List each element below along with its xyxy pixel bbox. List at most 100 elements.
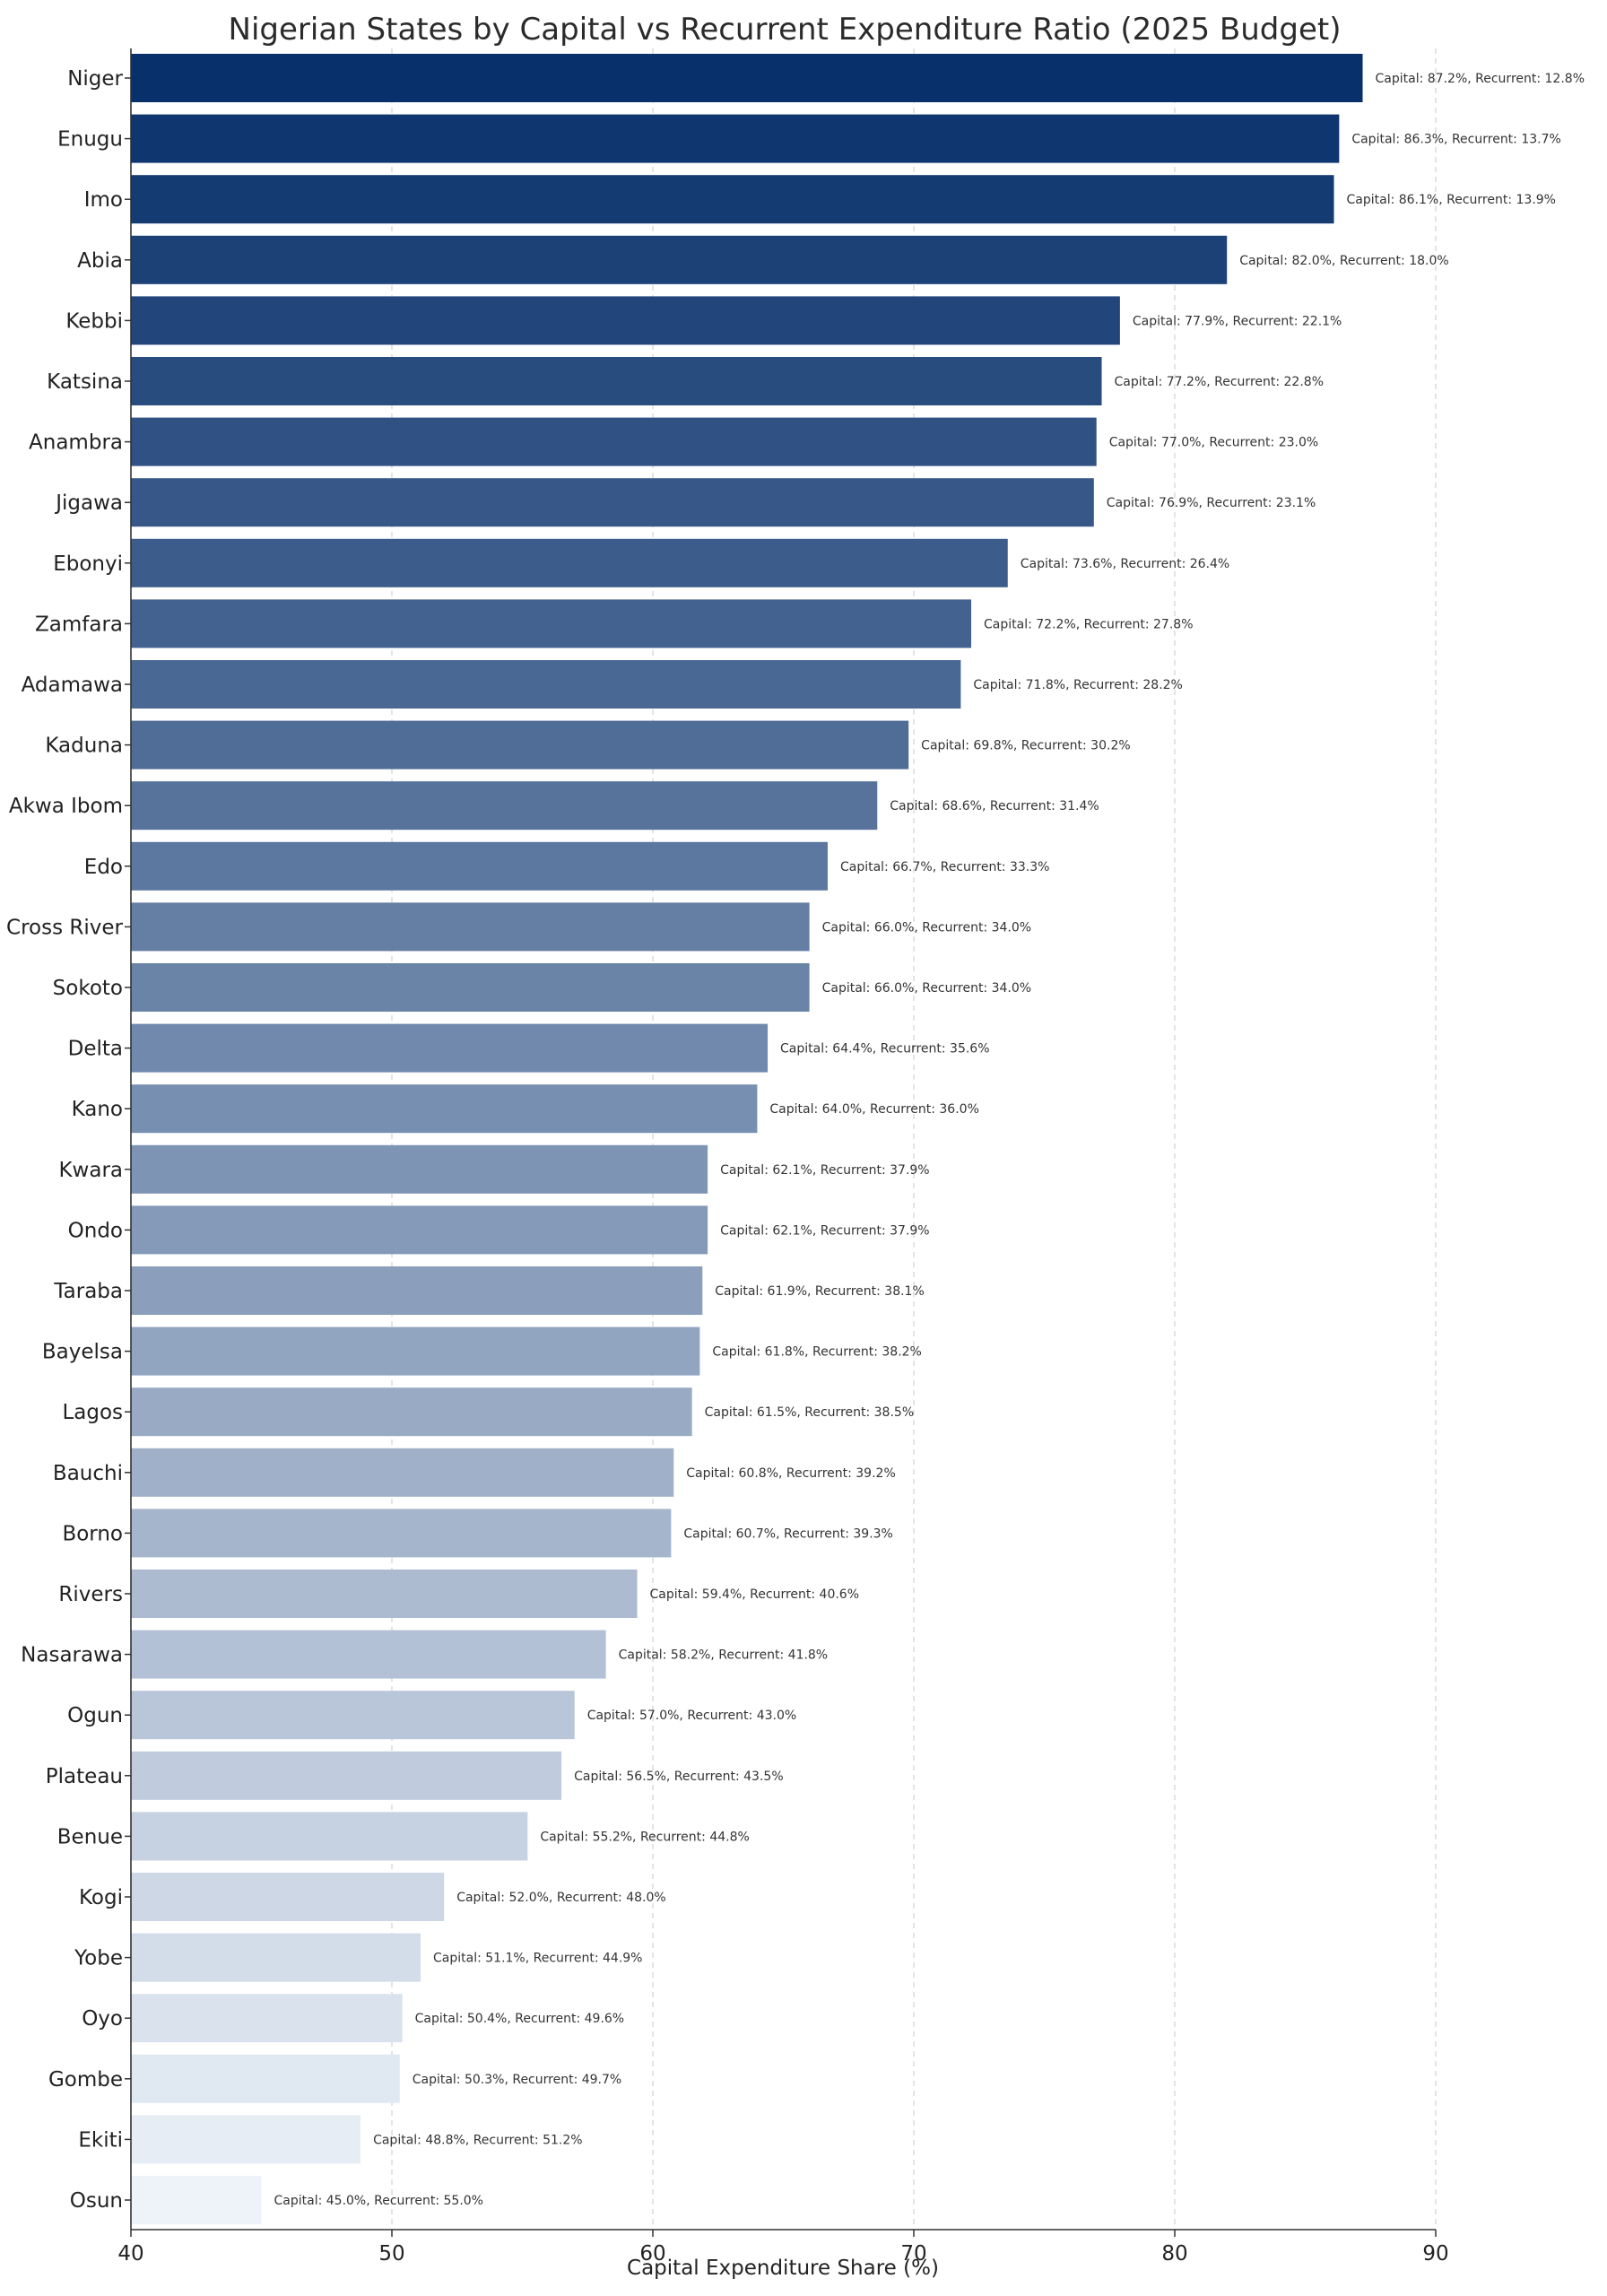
bar xyxy=(131,1994,403,2043)
data-label: Capital: 62.1%, Recurrent: 37.9% xyxy=(720,1163,930,1178)
data-label: Capital: 60.8%, Recurrent: 39.2% xyxy=(686,1466,896,1481)
data-label: Capital: 86.1%, Recurrent: 13.9% xyxy=(1347,193,1557,207)
category-label: Delta xyxy=(68,1038,123,1061)
category-label: Ogun xyxy=(67,1704,123,1727)
data-label: Capital: 45.0%, Recurrent: 55.0% xyxy=(274,2194,484,2208)
data-label: Capital: 48.8%, Recurrent: 51.2% xyxy=(373,2133,582,2147)
category-label: Sokoto xyxy=(53,977,123,1000)
bar xyxy=(131,1266,703,1315)
data-label: Capital: 56.5%, Recurrent: 43.5% xyxy=(574,1770,784,1784)
category-label: Enugu xyxy=(57,128,123,152)
category-label: Nasarawa xyxy=(21,1644,123,1667)
data-label: Capital: 77.0%, Recurrent: 23.0% xyxy=(1109,436,1319,450)
data-label: Capital: 86.3%, Recurrent: 13.7% xyxy=(1351,133,1561,147)
category-label: Katsina xyxy=(47,370,123,394)
bars xyxy=(131,54,1363,2224)
data-label: Capital: 77.2%, Recurrent: 22.8% xyxy=(1115,375,1325,389)
x-tick-label: 60 xyxy=(639,2242,665,2266)
bar xyxy=(131,1812,528,1861)
bar xyxy=(131,1144,708,1194)
category-label: Kogi xyxy=(79,1886,123,1909)
bar xyxy=(131,2054,400,2103)
bar xyxy=(131,417,1097,466)
data-label: Capital: 72.2%, Recurrent: 27.8% xyxy=(984,617,1194,631)
data-label: Capital: 66.0%, Recurrent: 34.0% xyxy=(822,920,1032,935)
data-label: Capital: 73.6%, Recurrent: 26.4% xyxy=(1021,557,1230,571)
data-label: Capital: 69.8%, Recurrent: 30.2% xyxy=(921,739,1131,753)
bar xyxy=(131,1387,692,1437)
bar xyxy=(131,1448,674,1497)
x-tick-label: 90 xyxy=(1422,2242,1448,2266)
category-label: Abia xyxy=(77,249,123,273)
category-label: Ekiti xyxy=(78,2128,123,2152)
x-tick-label: 70 xyxy=(900,2242,926,2266)
bar xyxy=(131,175,1334,224)
bar xyxy=(131,720,909,770)
category-label: Taraba xyxy=(53,1280,123,1303)
data-label: Capital: 76.9%, Recurrent: 23.1% xyxy=(1107,496,1316,510)
category-label: Jigawa xyxy=(54,491,123,515)
data-label: Capital: 87.2%, Recurrent: 12.8% xyxy=(1376,72,1585,86)
bar xyxy=(131,1570,638,1618)
bar xyxy=(131,902,810,952)
category-label: Borno xyxy=(62,1522,123,1545)
x-axis-label: Capital Expenditure Share (%) xyxy=(627,2257,939,2280)
x-tick-label: 50 xyxy=(378,2242,404,2266)
bar xyxy=(131,478,1094,527)
category-label: Adamawa xyxy=(22,674,123,697)
bar xyxy=(131,781,878,831)
bar xyxy=(131,2115,361,2164)
bar xyxy=(131,2176,262,2224)
bar xyxy=(131,114,1340,163)
data-labels: Capital: 87.2%, Recurrent: 12.8% Capital:… xyxy=(274,72,1585,2208)
category-label: Anambra xyxy=(29,431,123,455)
category-label: Gombe xyxy=(48,2068,123,2092)
data-label: Capital: 59.4%, Recurrent: 40.6% xyxy=(650,1587,860,1602)
bar xyxy=(131,1023,769,1073)
category-label: Kwara xyxy=(58,1159,123,1182)
bar xyxy=(131,1751,562,1800)
bar xyxy=(131,54,1363,102)
bar xyxy=(131,841,828,891)
data-label: Capital: 64.4%, Recurrent: 35.6% xyxy=(780,1042,990,1057)
bar xyxy=(131,963,810,1012)
bar xyxy=(131,1326,700,1376)
category-label: Yobe xyxy=(74,1947,123,1970)
bar xyxy=(131,1933,421,1982)
category-label: Bayelsa xyxy=(42,1341,123,1364)
category-label: Plateau xyxy=(46,1765,123,1788)
category-label: Kaduna xyxy=(45,735,123,758)
data-label: Capital: 57.0%, Recurrent: 43.0% xyxy=(587,1709,797,1723)
data-label: Capital: 71.8%, Recurrent: 28.2% xyxy=(973,678,1183,692)
data-label: Capital: 68.6%, Recurrent: 31.4% xyxy=(890,799,1099,813)
category-label: Akwa Ibom xyxy=(9,795,123,818)
x-ticks: 40 50 60 70 80 90 xyxy=(117,2230,1449,2266)
category-label: Cross River xyxy=(6,916,123,939)
category-label: Ebonyi xyxy=(53,552,123,576)
data-label: Capital: 62.1%, Recurrent: 37.9% xyxy=(720,1223,930,1238)
data-label: Capital: 77.9%, Recurrent: 22.1% xyxy=(1133,314,1342,328)
data-label: Capital: 66.0%, Recurrent: 34.0% xyxy=(822,981,1032,996)
data-label: Capital: 58.2%, Recurrent: 41.8% xyxy=(619,1648,829,1663)
bar xyxy=(131,660,961,709)
data-label: Capital: 50.4%, Recurrent: 49.6% xyxy=(415,2012,625,2026)
data-label: Capital: 66.7%, Recurrent: 33.3% xyxy=(840,860,1050,874)
data-label: Capital: 60.7%, Recurrent: 39.3% xyxy=(683,1526,893,1541)
x-tick-label: 40 xyxy=(117,2242,143,2266)
bar xyxy=(131,235,1228,284)
category-label: Kebbi xyxy=(65,309,123,333)
category-label: Rivers xyxy=(58,1583,123,1606)
category-label: Bauchi xyxy=(53,1462,123,1485)
category-label: Benue xyxy=(57,1825,123,1848)
data-label: Capital: 82.0%, Recurrent: 18.0% xyxy=(1239,254,1449,268)
category-label: Zamfara xyxy=(35,613,123,636)
bar xyxy=(131,599,972,648)
category-label: Niger xyxy=(67,67,123,91)
category-label: Kano xyxy=(72,1098,123,1121)
category-label: Edo xyxy=(84,856,123,879)
bar xyxy=(131,1873,445,1921)
bar xyxy=(131,538,1008,587)
bar xyxy=(131,296,1120,345)
bar xyxy=(131,1084,758,1134)
